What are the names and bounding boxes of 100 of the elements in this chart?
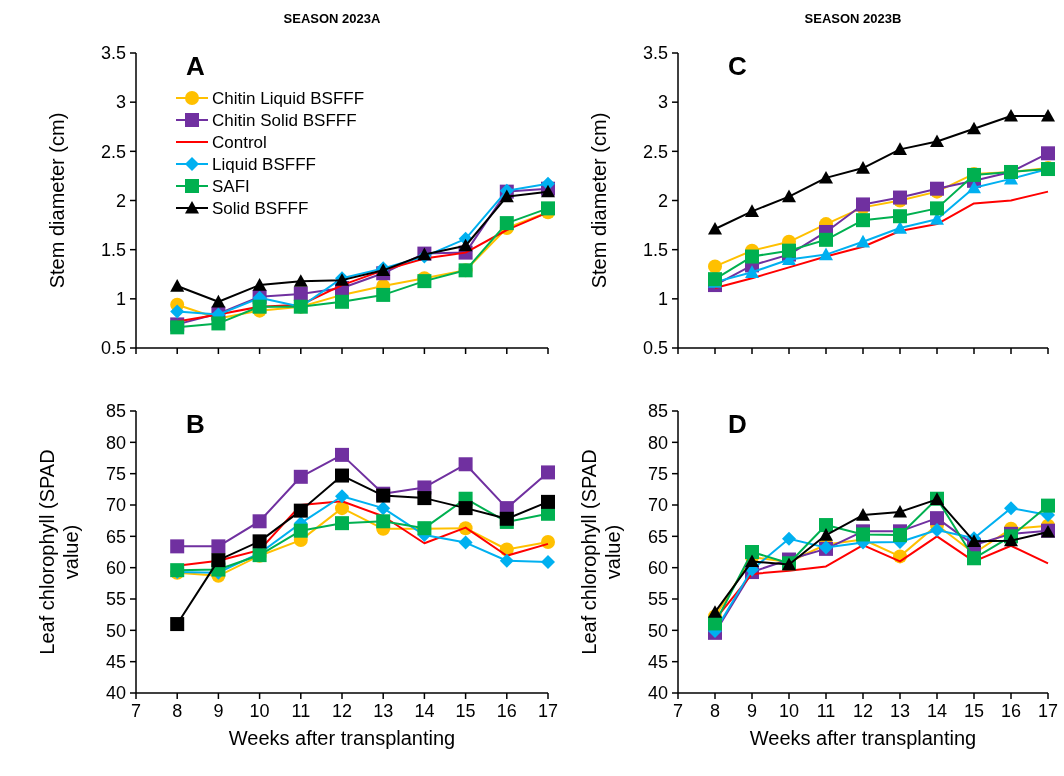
y-tick-label: 1 xyxy=(657,289,668,310)
point xyxy=(376,514,391,529)
y-tick-label: 60 xyxy=(105,557,126,578)
x-tick-label: 12 xyxy=(852,701,874,721)
point xyxy=(335,501,349,516)
point xyxy=(335,489,349,504)
y-tick-label: 1.5 xyxy=(642,239,668,260)
point xyxy=(541,494,555,509)
y-tick-label: 80 xyxy=(647,432,668,453)
point xyxy=(335,468,349,483)
point xyxy=(458,501,473,516)
x-tick-label: 10 xyxy=(249,701,270,721)
point xyxy=(252,278,267,291)
point xyxy=(1041,146,1055,161)
point xyxy=(819,518,833,533)
point xyxy=(782,531,796,546)
x-tick-label: 9 xyxy=(213,701,224,721)
point xyxy=(1004,533,1018,547)
y-tick-label: 50 xyxy=(105,620,126,641)
y-tick-label: 50 xyxy=(647,620,668,641)
point xyxy=(541,555,555,570)
y-tick-label: 75 xyxy=(105,463,126,484)
legend-label: Control xyxy=(212,133,267,152)
y-tick-label: 1.5 xyxy=(100,239,126,260)
legend-label: Chitin Liquid BSFFF xyxy=(212,89,365,108)
point xyxy=(376,501,391,516)
point xyxy=(252,534,267,549)
x-tick-label: 7 xyxy=(672,701,684,721)
point xyxy=(856,508,870,521)
point xyxy=(708,222,722,235)
point xyxy=(293,274,308,287)
point xyxy=(745,265,759,278)
point xyxy=(745,554,759,567)
y-tick-label: 1 xyxy=(115,289,126,310)
y-tick-label: 2 xyxy=(115,190,126,211)
x-tick-label: 15 xyxy=(963,701,985,721)
x-tick-label: 17 xyxy=(537,701,559,721)
point xyxy=(856,213,870,228)
y-tick-label: 70 xyxy=(647,495,668,516)
point xyxy=(293,286,308,301)
point xyxy=(745,249,759,264)
chart-title: SEASON 2023B xyxy=(804,11,902,26)
point xyxy=(893,142,907,155)
point xyxy=(335,294,349,309)
y-axis-title: Leaf chlorophyll (SPAD value) xyxy=(578,449,624,655)
y-tick-label: 3.5 xyxy=(100,43,126,64)
point xyxy=(252,514,267,529)
point xyxy=(335,447,349,462)
x-axis-title: Weeks after transplanting xyxy=(749,727,977,749)
point xyxy=(930,523,944,538)
point xyxy=(708,605,722,618)
point xyxy=(458,535,473,550)
x-tick-label: 16 xyxy=(1000,701,1022,721)
point xyxy=(293,503,308,518)
point xyxy=(211,553,226,568)
point xyxy=(541,465,555,480)
y-tick-label: 45 xyxy=(105,651,126,672)
point xyxy=(893,528,907,543)
y-tick-label: 0.5 xyxy=(100,338,126,359)
point xyxy=(819,232,833,247)
y-tick-label: 85 xyxy=(647,401,668,422)
annotation: B xyxy=(186,409,205,439)
x-tick-label: 15 xyxy=(455,701,476,721)
y-axis-title: Stem diameter (cm) xyxy=(588,112,610,289)
point xyxy=(967,180,981,194)
point xyxy=(819,528,833,541)
point xyxy=(211,539,226,554)
y-tick-label: 85 xyxy=(105,401,126,422)
y-tick-label: 3 xyxy=(657,92,668,113)
point xyxy=(499,189,514,203)
y-tick-label: 40 xyxy=(105,683,126,704)
legend-label: Solid BSFFF xyxy=(212,199,309,218)
y-tick-label: 2.5 xyxy=(100,141,126,162)
point xyxy=(170,279,185,292)
x-tick-label: 17 xyxy=(1037,701,1059,721)
x-tick-label: 14 xyxy=(414,701,435,721)
point xyxy=(782,243,796,258)
point xyxy=(967,121,981,135)
point xyxy=(893,221,907,234)
x-tick-label: 13 xyxy=(373,701,394,721)
point xyxy=(967,551,981,566)
legend-label: Liquid BSFFF xyxy=(212,155,316,174)
y-tick-label: 55 xyxy=(647,589,668,610)
point xyxy=(211,294,226,308)
point xyxy=(541,201,555,216)
point xyxy=(170,617,185,632)
x-tick-label: 11 xyxy=(816,701,836,721)
y-tick-label: 2.5 xyxy=(642,141,668,162)
x-tick-label: 8 xyxy=(172,701,183,721)
annotation: C xyxy=(728,51,747,81)
annotation: D xyxy=(728,409,747,439)
point xyxy=(499,553,514,568)
annotation: A xyxy=(186,51,205,81)
x-tick-label: 11 xyxy=(291,701,311,721)
point xyxy=(1041,108,1055,122)
point xyxy=(708,259,722,274)
point xyxy=(170,539,185,554)
x-tick-label: 14 xyxy=(926,701,948,721)
x-tick-label: 12 xyxy=(331,701,353,721)
y-tick-label: 65 xyxy=(105,526,126,547)
